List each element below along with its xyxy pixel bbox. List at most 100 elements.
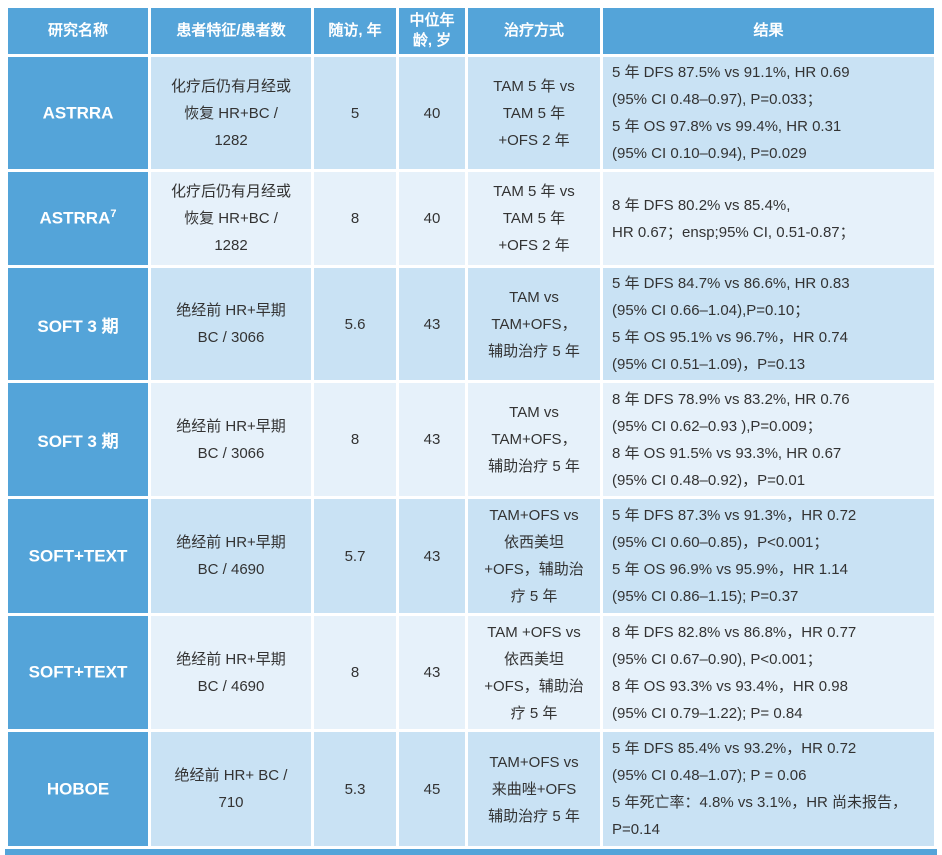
result-cell: 5 年 DFS 87.3% vs 91.3%，HR 0.72 (95% CI 0… xyxy=(603,499,934,613)
patient-line: 绝经前 HR+早期 xyxy=(176,302,286,319)
treatment-line: TAM vs xyxy=(509,404,559,421)
result-cell: 8 年 DFS 78.9% vs 83.2%, HR 0.76 (95% CI … xyxy=(603,383,934,496)
followup-cell: 5.6 xyxy=(314,268,396,380)
result-line: 8 年 DFS 78.9% vs 83.2%, HR 0.76 xyxy=(612,390,850,408)
treatment-line: 辅助治疗 5 年 xyxy=(488,342,580,360)
followup-cell: 5.7 xyxy=(314,499,396,613)
result-line: (95% CI 0.79–1.22); P= 0.84 xyxy=(612,704,803,722)
patient-cell: 绝经前 HR+早期 BC / 3066 xyxy=(151,268,311,380)
study-name-cell: HOBOE xyxy=(8,732,148,846)
result-line: 5 年 OS 97.8% vs 99.4%, HR 0.31 xyxy=(612,118,842,135)
patient-cell: 绝经前 HR+早期 BC / 4690 xyxy=(151,499,311,613)
patient-line: 化疗后仍有月经或 xyxy=(170,77,291,95)
treatment-line: TAM+OFS vs xyxy=(489,753,579,771)
study-name: SOFT 3 期 xyxy=(37,432,119,451)
result-line: (95% CI 0.10–0.94), P=0.029 xyxy=(612,145,807,162)
treatment-cell: TAM+OFS vs 来曲唑+OFS 辅助治疗 5 年 xyxy=(468,732,600,846)
clinical-trials-table: 研究名称 患者特征/患者数 随访, 年 中位年龄, 岁 治疗方式 结果 ASTR… xyxy=(5,5,937,849)
patient-line: BC / 3066 xyxy=(197,444,265,462)
result-cell: 5 年 DFS 84.7% vs 86.6%, HR 0.83 (95% CI … xyxy=(603,268,934,380)
column-header-followup: 随访, 年 xyxy=(314,8,396,54)
treatment-line: 疗 5 年 xyxy=(510,704,558,722)
patient-line: 恢复 HR+BC / xyxy=(184,210,278,227)
patient-line: 绝经前 HR+早期 xyxy=(176,417,286,435)
treatment-line: TAM 5 年 xyxy=(502,210,566,227)
table-row: HOBOE 绝经前 HR+ BC / 710 5.3 45 TAM+OFS vs… xyxy=(8,732,934,846)
patient-cell: 绝经前 HR+早期 BC / 3066 xyxy=(151,383,311,496)
treatment-line: 辅助治疗 5 年 xyxy=(488,807,580,825)
age-cell: 40 xyxy=(399,172,465,265)
result-line: 5 年 OS 96.9% vs 95.9%，HR 1.14 xyxy=(612,561,848,578)
result-line: (95% CI 0.67–0.90), P<0.001； xyxy=(612,650,822,668)
patient-line: 化疗后仍有月经或 xyxy=(170,183,291,200)
result-cell: 8 年 DFS 82.8% vs 86.8%，HR 0.77 (95% CI 0… xyxy=(603,616,934,729)
treatment-line: +OFS，辅助治 xyxy=(484,561,584,578)
treatment-line: 来曲唑+OFS xyxy=(491,780,577,798)
bottom-border-bar xyxy=(5,849,937,855)
result-line: 5 年 DFS 87.5% vs 91.1%, HR 0.69 xyxy=(612,64,850,81)
table-row: SOFT 3 期 绝经前 HR+早期 BC / 3066 8 43 TAM vs… xyxy=(8,383,934,496)
treatment-line: 依西美坦 xyxy=(503,534,564,551)
table-row: ASTRRA 化疗后仍有月经或 恢复 HR+BC / 1282 5 40 TAM… xyxy=(8,57,934,169)
treatment-line: TAM +OFS vs xyxy=(487,623,581,641)
treatment-cell: TAM 5 年 vs TAM 5 年 +OFS 2 年 xyxy=(468,172,600,265)
treatment-line: +OFS 2 年 xyxy=(498,237,570,254)
result-line: (95% CI 0.51–1.09)，P=0.13 xyxy=(612,356,806,373)
age-cell: 40 xyxy=(399,57,465,169)
treatment-cell: TAM vs TAM+OFS， 辅助治疗 5 年 xyxy=(468,383,600,496)
followup-cell: 8 xyxy=(314,616,396,729)
treatment-line: TAM 5 年 vs xyxy=(493,77,575,95)
result-line: (95% CI 0.66–1.04),P=0.10； xyxy=(612,302,810,319)
column-header-study: 研究名称 xyxy=(8,8,148,54)
result-line: (95% CI 0.48–0.92)，P=0.01 xyxy=(612,471,806,489)
study-name-cell: ASTRRA xyxy=(8,57,148,169)
patient-line: 绝经前 HR+早期 xyxy=(176,650,286,668)
column-header-result: 结果 xyxy=(603,8,934,54)
table-row: SOFT 3 期 绝经前 HR+早期 BC / 3066 5.6 43 TAM … xyxy=(8,268,934,380)
followup-cell: 5 xyxy=(314,57,396,169)
result-line: (95% CI 0.60–0.85)，P<0.001； xyxy=(612,534,829,551)
result-line: 8 年 DFS 82.8% vs 86.8%，HR 0.77 xyxy=(612,623,857,641)
table-row: SOFT+TEXT 绝经前 HR+早期 BC / 4690 8 43 TAM +… xyxy=(8,616,934,729)
treatment-line: TAM vs xyxy=(509,288,559,306)
result-line: 5 年 DFS 85.4% vs 93.2%，HR 0.72 xyxy=(612,740,857,757)
treatment-line: TAM+OFS， xyxy=(491,315,577,333)
result-line: HR 0.67；ensp;95% CI, 0.51-0.87； xyxy=(612,223,855,241)
followup-cell: 8 xyxy=(314,172,396,265)
treatment-line: TAM 5 年 vs xyxy=(493,183,575,200)
result-line: 8 年 OS 93.3% vs 93.4%，HR 0.98 xyxy=(612,677,848,695)
study-name-superscript: 7 xyxy=(110,208,117,221)
patient-line: 恢复 HR+BC / xyxy=(184,104,278,122)
treatment-line: 依西美坦 xyxy=(503,650,564,668)
result-line: 5 年 DFS 84.7% vs 86.6%, HR 0.83 xyxy=(612,275,850,292)
result-line: 8 年 OS 91.5% vs 93.3%, HR 0.67 xyxy=(612,444,842,462)
patient-line: 绝经前 HR+ BC / xyxy=(174,767,288,784)
patient-line: BC / 4690 xyxy=(197,561,265,578)
study-name-cell: SOFT 3 期 xyxy=(8,268,148,380)
age-cell: 43 xyxy=(399,616,465,729)
result-line: P=0.14 xyxy=(612,821,660,838)
patient-cell: 绝经前 HR+早期 BC / 4690 xyxy=(151,616,311,729)
patient-line: 1282 xyxy=(214,237,248,254)
age-cell: 43 xyxy=(399,268,465,380)
treatment-line: +OFS，辅助治 xyxy=(484,677,584,695)
result-cell: 5 年 DFS 87.5% vs 91.1%, HR 0.69 (95% CI … xyxy=(603,57,934,169)
treatment-line: 疗 5 年 xyxy=(510,588,558,605)
study-name-cell: ASTRRA7 xyxy=(8,172,148,265)
treatment-line: 辅助治疗 5 年 xyxy=(488,458,580,475)
treatment-cell: TAM +OFS vs 依西美坦 +OFS，辅助治 疗 5 年 xyxy=(468,616,600,729)
treatment-line: TAM 5 年 xyxy=(502,104,566,122)
table-row: SOFT+TEXT 绝经前 HR+早期 BC / 4690 5.7 43 TAM… xyxy=(8,499,934,613)
result-line: (95% CI 0.48–0.97), P=0.033； xyxy=(612,91,822,108)
patient-line: BC / 3066 xyxy=(197,329,265,346)
result-line: 5 年 OS 95.1% vs 96.7%，HR 0.74 xyxy=(612,329,848,346)
study-name: SOFT 3 期 xyxy=(37,316,119,336)
treatment-line: TAM+OFS， xyxy=(491,431,577,448)
study-name-cell: SOFT 3 期 xyxy=(8,383,148,496)
study-name: ASTRRA xyxy=(39,208,111,228)
result-line: (95% CI 0.86–1.15); P=0.37 xyxy=(612,588,799,605)
treatment-line: TAM+OFS vs xyxy=(489,507,579,524)
study-name-cell: SOFT+TEXT xyxy=(8,499,148,613)
column-header-patient: 患者特征/患者数 xyxy=(151,8,311,54)
